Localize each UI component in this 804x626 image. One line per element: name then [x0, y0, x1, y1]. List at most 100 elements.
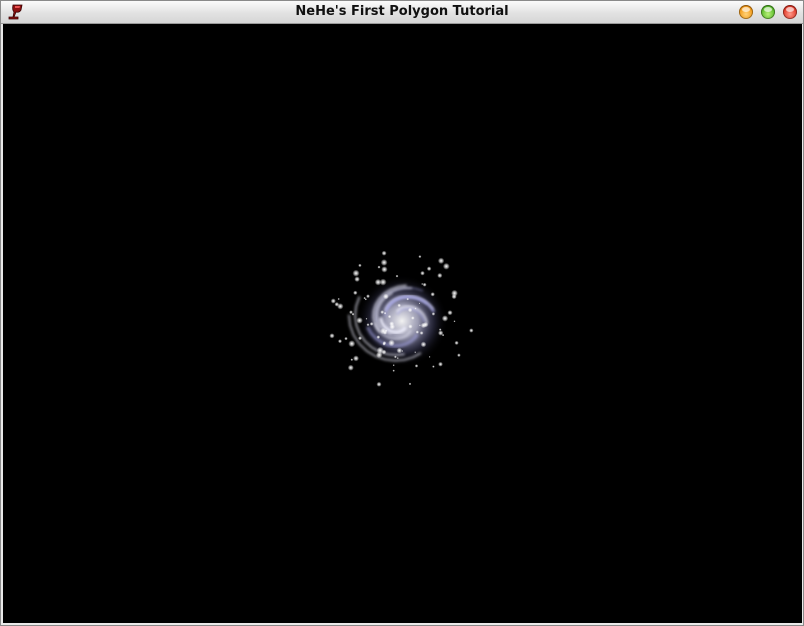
sparkle-particle	[447, 310, 453, 316]
sparkle-particle	[377, 265, 381, 269]
sparkle-particle	[415, 330, 419, 334]
sparkle-particle	[438, 330, 444, 336]
sparkle-particle	[383, 293, 389, 300]
sparkle-particle	[407, 307, 413, 313]
sparkle-particle	[395, 274, 399, 278]
sparkle-particle	[369, 322, 374, 326]
sparkle-particle	[422, 282, 427, 287]
sparkle-particle	[380, 310, 385, 314]
sparkle-particle	[408, 382, 412, 386]
sparkle-particle	[442, 262, 450, 270]
sparkle-particle	[469, 328, 474, 333]
sparkle-particle	[383, 311, 387, 315]
sparkle-particle	[347, 364, 354, 371]
sparkle-particle	[414, 351, 417, 354]
sparkle-particle	[437, 272, 443, 279]
swirl-arc	[379, 317, 407, 334]
sparkle-particle	[418, 255, 422, 259]
sparkle-particle	[366, 323, 370, 327]
sparkle-particle	[384, 329, 388, 333]
sparkle-particle	[420, 341, 427, 348]
sparkle-particle	[381, 250, 387, 256]
sparkle-particle	[396, 357, 399, 360]
sparkle-particle	[419, 324, 421, 327]
sparkle-particle	[453, 320, 456, 323]
sparkle-particle	[358, 263, 362, 268]
sparkle-particle	[426, 266, 432, 271]
sparkle-particle	[379, 327, 387, 335]
sparkle-particle	[351, 312, 355, 316]
particle-swirl	[329, 250, 474, 387]
title-bar[interactable]: NeHe's First Polygon Tutorial	[1, 1, 803, 24]
sparkle-particle	[337, 297, 340, 301]
sparkle-particle	[406, 297, 409, 301]
sparkle-particle	[428, 356, 431, 358]
sparkle-particle	[330, 298, 336, 304]
sparkle-particle	[432, 365, 435, 368]
sparkle-particle	[376, 346, 384, 354]
sparkle-particle	[388, 339, 395, 347]
sparkle-particle	[353, 290, 358, 295]
swirl-arc	[353, 296, 405, 357]
sparkle-particle	[344, 336, 348, 341]
sparkle-particle	[430, 292, 435, 297]
sparkle-particle	[380, 259, 388, 266]
swirl-arc	[375, 287, 413, 329]
sparkle-particle	[382, 342, 386, 346]
maximize-button[interactable]	[761, 5, 775, 19]
window-title: NeHe's First Polygon Tutorial	[295, 4, 509, 19]
sparkle-particle	[401, 350, 404, 352]
sparkle-particle	[394, 355, 397, 359]
sparkle-particle	[437, 257, 445, 264]
sparkle-particle	[358, 336, 362, 341]
sparkle-particle	[421, 283, 424, 285]
sparkle-particle	[457, 353, 461, 357]
sparkle-particle	[352, 269, 360, 277]
sparkle-particle	[353, 355, 359, 362]
sparkle-particle	[365, 317, 368, 320]
sparkle-particle	[363, 296, 366, 300]
wine-glass-icon[interactable]	[7, 4, 25, 20]
swirl-arc	[347, 314, 422, 362]
sparkle-particle	[396, 347, 403, 354]
sparkle-particle	[451, 289, 458, 297]
sparkle-particle	[438, 328, 442, 331]
sparkle-particle	[381, 266, 388, 273]
sparkle-particle	[441, 333, 445, 337]
sparkle-particle	[376, 335, 381, 339]
sparkle-particle	[420, 270, 425, 276]
sparkle-particle	[420, 322, 427, 329]
swirl-arc	[373, 322, 412, 340]
sparkle-particle	[411, 316, 415, 320]
sparkle-particle	[376, 381, 382, 387]
sparkle-particle	[349, 310, 353, 315]
sparkle-particle	[418, 302, 421, 305]
sparkle-particle	[338, 339, 342, 344]
sparkle-particle	[441, 315, 449, 322]
sparkle-particle	[438, 361, 443, 367]
sparkle-particle	[414, 307, 417, 310]
sparkle-particle	[379, 278, 387, 286]
sparkle-particle	[392, 364, 395, 367]
sparkle-particle	[431, 312, 436, 316]
sparkle-particle	[334, 302, 340, 307]
sparkle-particle	[354, 276, 360, 282]
sparkle-particle	[454, 340, 459, 345]
sparkle-particle	[389, 321, 395, 327]
sparkle-particle	[419, 331, 424, 335]
sparkle-particle	[366, 294, 370, 299]
sparkle-particle	[374, 278, 382, 286]
sparkle-particle	[329, 333, 335, 339]
opengl-canvas[interactable]	[3, 24, 802, 623]
swirl-arc	[395, 305, 429, 325]
minimize-button[interactable]	[739, 5, 753, 19]
close-button[interactable]	[783, 5, 797, 19]
sparkle-particle	[392, 369, 395, 372]
sparkle-particle	[356, 317, 363, 324]
sparkle-particle	[414, 364, 419, 368]
sparkle-particle	[350, 358, 354, 361]
sparkle-particle	[387, 314, 392, 319]
swirl-arc	[366, 326, 419, 348]
sparkle-particle	[408, 324, 413, 329]
